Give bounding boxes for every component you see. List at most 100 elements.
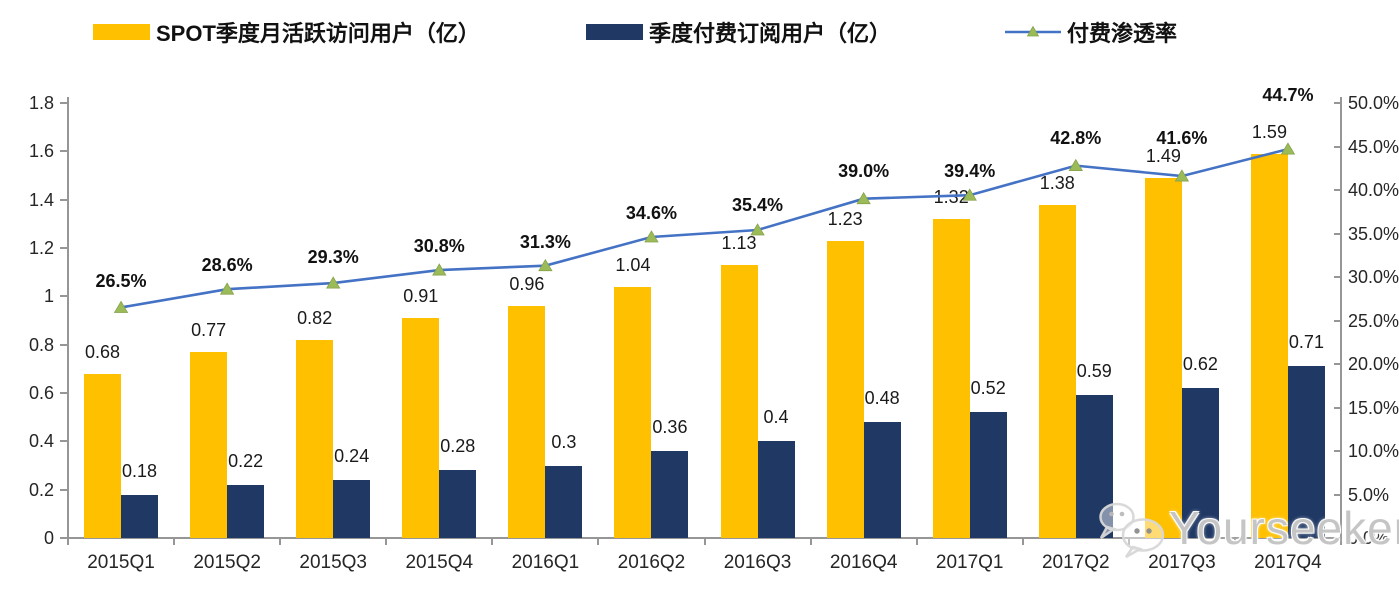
legend-item-mau: SPOT季度月活跃访问用户（亿）: [93, 19, 480, 46]
y-axis-tick-label-right: 15.0%: [1348, 397, 1399, 418]
y-axis-tick-label-left: 0.2: [28, 479, 54, 500]
mau-bar-label: 1.49: [1145, 145, 1181, 166]
subs-bar: [439, 470, 477, 538]
x-axis-label: 2016Q3: [723, 552, 792, 573]
y-axis-tick-label-left: 1.8: [28, 93, 54, 113]
x-axis-label: 2016Q1: [511, 552, 580, 573]
penetration-marker: [856, 191, 871, 205]
subs-bar: [1075, 395, 1113, 538]
y-axis-tick-label-left: 0.4: [28, 431, 54, 452]
penetration-point-label: 44.7%: [1262, 85, 1314, 106]
x-axis-label: 2016Q2: [617, 552, 686, 573]
mau-legend-swatch: [93, 24, 150, 40]
subs-bar-label: 0.62: [1182, 354, 1218, 375]
x-axis-tick: [67, 538, 69, 545]
subs-bar: [969, 412, 1007, 538]
subs-bar-label: 0.48: [864, 388, 900, 408]
penetration-point-label: 29.3%: [307, 247, 359, 268]
subs-bar: [545, 465, 583, 538]
mau-bar: [84, 373, 122, 538]
y-axis-tick-label-right: 5.0%: [1348, 484, 1390, 505]
penetration-legend-label: 付费渗透率: [1067, 21, 1178, 46]
subs-legend-swatch: [586, 24, 643, 40]
x-axis-tick: [703, 538, 706, 545]
subs-bar-label: 0.28: [440, 436, 476, 457]
y-axis-tick-left: [60, 247, 68, 249]
subs-bar: [227, 484, 265, 538]
subs-bar-label: 0.4: [763, 407, 789, 428]
mau-bar-label: 1.23: [827, 208, 863, 229]
x-axis-tick: [173, 538, 176, 545]
penetration-marker: [432, 263, 447, 276]
x-axis-tick: [385, 538, 388, 545]
y-axis-tick-right: [1334, 145, 1342, 148]
penetration-marker: [538, 258, 553, 272]
y-axis-tick-label-right: 20.0%: [1348, 354, 1399, 374]
subs-legend-label: 季度付费订阅用户（亿）: [649, 21, 892, 46]
subs-bar-label: 0.59: [1076, 361, 1112, 382]
mau-bar-label: 0.82: [297, 307, 333, 328]
penetration-point-label: 26.5%: [95, 271, 147, 292]
subs-bar-label: 0.3: [551, 431, 577, 452]
subs-bar: [757, 441, 795, 538]
x-axis-tick: [279, 538, 282, 545]
y-axis-line-left: [67, 97, 69, 540]
x-axis-tick: [597, 538, 600, 545]
y-axis-tick-right: [1334, 537, 1342, 539]
mau-bar-label: 0.91: [403, 286, 439, 307]
legend-item-penetration: 付费渗透率: [1005, 19, 1178, 46]
y-axis-tick-label-left: 0.6: [28, 383, 54, 403]
mau-bar: [508, 306, 546, 538]
y-axis-tick-left: [60, 150, 68, 153]
mau-bar-label: 0.68: [85, 341, 121, 362]
x-axis-tick: [1233, 538, 1236, 545]
y-axis-tick-label-right: 0.0%: [1348, 528, 1390, 548]
x-axis-label: 2015Q4: [405, 552, 474, 573]
x-axis-label: 2015Q1: [87, 552, 155, 573]
penetration-legend-line-icon: [1005, 23, 1061, 41]
y-axis-tick-label-right: 50.0%: [1348, 93, 1399, 113]
mau-bar-label: 1.32: [933, 187, 969, 207]
subs-bar: [651, 451, 689, 538]
y-axis-tick-label-right: 45.0%: [1348, 136, 1399, 157]
x-axis-label: 2015Q2: [193, 552, 261, 573]
y-axis-tick-right: [1334, 450, 1342, 452]
penetration-point-label: 39.0%: [838, 160, 890, 181]
mau-bar: [402, 318, 440, 538]
y-axis-tick-right: [1334, 406, 1342, 409]
y-axis-tick-right: [1334, 276, 1342, 278]
y-axis-tick-label-left: 0.8: [28, 334, 54, 355]
subs-bar-label: 0.22: [228, 450, 264, 471]
x-axis-tick: [915, 538, 918, 545]
y-axis-tick-right: [1334, 189, 1342, 191]
mau-bar: [720, 264, 758, 538]
mau-legend-label: SPOT季度月活跃访问用户（亿）: [156, 21, 480, 46]
penetration-point-label: 41.6%: [1156, 128, 1208, 149]
y-axis-tick-left: [60, 440, 68, 443]
y-axis-tick-right: [1334, 319, 1342, 322]
y-axis-tick-right: [1334, 363, 1342, 365]
penetration-line: [120, 147, 1289, 309]
subs-bar-label: 0.24: [334, 446, 370, 466]
y-axis-tick-label-right: 10.0%: [1348, 441, 1399, 461]
mau-bar-label: 1.13: [721, 232, 757, 253]
y-axis-tick-label-right: 30.0%: [1348, 267, 1399, 287]
x-axis-tick: [809, 538, 812, 545]
subs-bar: [1287, 366, 1325, 538]
subs-bar: [121, 494, 159, 538]
subs-bar: [863, 422, 901, 538]
penetration-point-label: 39.4%: [944, 161, 996, 182]
mau-bar: [190, 351, 228, 538]
penetration-marker: [1068, 158, 1083, 172]
mau-bar-label: 0.96: [509, 274, 545, 294]
mau-bar-label: 1.38: [1039, 172, 1075, 193]
subs-bar: [333, 480, 371, 538]
penetration-marker: [644, 230, 659, 243]
y-axis-tick-right: [1334, 102, 1342, 104]
y-axis-tick-left: [60, 392, 68, 394]
penetration-point-label: 42.8%: [1050, 127, 1102, 148]
subs-bar-label: 0.36: [652, 417, 688, 437]
penetration-point-label: 30.8%: [413, 236, 465, 257]
penetration-marker: [219, 282, 235, 295]
